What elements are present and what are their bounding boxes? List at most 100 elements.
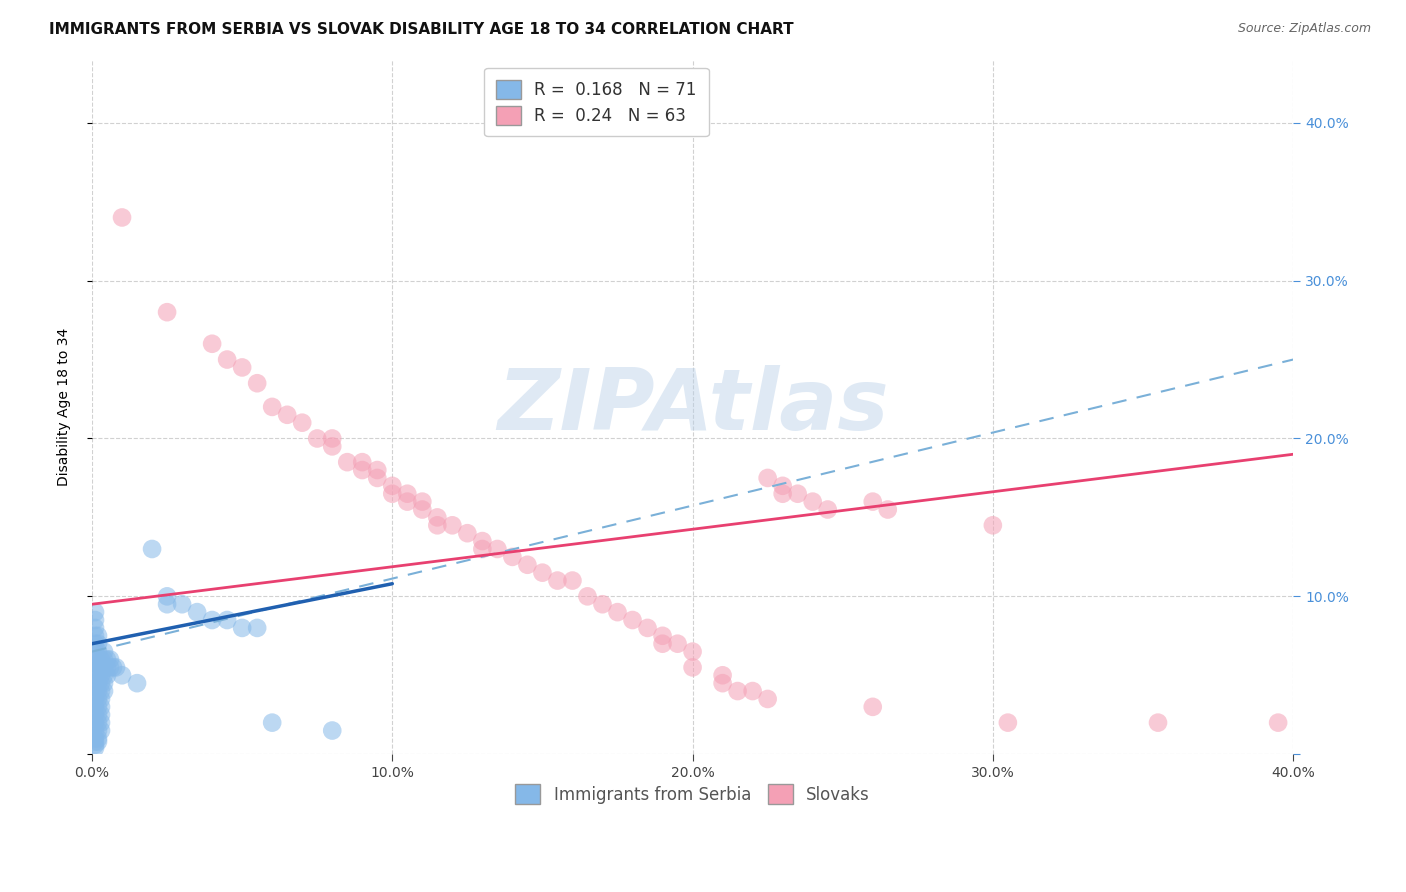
Point	[246, 621, 269, 635]
Text: Source: ZipAtlas.com: Source: ZipAtlas.com	[1237, 22, 1371, 36]
Point	[90, 660, 112, 674]
Point	[1147, 715, 1170, 730]
Point	[682, 644, 704, 658]
Point	[546, 574, 568, 588]
Point	[201, 336, 224, 351]
Point	[84, 707, 107, 722]
Point	[87, 723, 110, 738]
Point	[84, 644, 107, 658]
Point	[84, 629, 107, 643]
Point	[606, 605, 628, 619]
Point	[87, 707, 110, 722]
Point	[156, 305, 179, 319]
Point	[93, 668, 115, 682]
Point	[84, 715, 107, 730]
Point	[381, 487, 404, 501]
Point	[291, 416, 314, 430]
Point	[90, 723, 112, 738]
Point	[172, 597, 194, 611]
Point	[217, 613, 239, 627]
Point	[262, 400, 284, 414]
Point	[98, 660, 121, 674]
Point	[276, 408, 298, 422]
Point	[93, 644, 115, 658]
Point	[471, 534, 494, 549]
Point	[621, 613, 644, 627]
Point	[336, 455, 359, 469]
Point	[90, 699, 112, 714]
Point	[381, 479, 404, 493]
Point	[756, 471, 779, 485]
Point	[84, 684, 107, 698]
Point	[84, 738, 107, 752]
Point	[87, 715, 110, 730]
Point	[93, 660, 115, 674]
Point	[441, 518, 464, 533]
Point	[651, 637, 673, 651]
Point	[96, 660, 118, 674]
Point	[321, 723, 343, 738]
Point	[531, 566, 554, 580]
Point	[101, 660, 124, 674]
Point	[366, 463, 388, 477]
Point	[501, 549, 523, 564]
Point	[90, 707, 112, 722]
Point	[561, 574, 583, 588]
Point	[84, 621, 107, 635]
Point	[862, 699, 884, 714]
Point	[471, 541, 494, 556]
Text: IMMIGRANTS FROM SERBIA VS SLOVAK DISABILITY AGE 18 TO 34 CORRELATION CHART: IMMIGRANTS FROM SERBIA VS SLOVAK DISABIL…	[49, 22, 794, 37]
Point	[93, 652, 115, 666]
Point	[576, 590, 599, 604]
Point	[352, 455, 374, 469]
Point	[231, 621, 253, 635]
Point	[93, 676, 115, 690]
Point	[516, 558, 538, 572]
Point	[592, 597, 614, 611]
Point	[87, 668, 110, 682]
Point	[186, 605, 208, 619]
Point	[262, 715, 284, 730]
Point	[87, 692, 110, 706]
Point	[84, 637, 107, 651]
Point	[396, 494, 419, 508]
Point	[87, 684, 110, 698]
Point	[426, 510, 449, 524]
Point	[321, 439, 343, 453]
Point	[96, 652, 118, 666]
Point	[98, 652, 121, 666]
Point	[741, 684, 763, 698]
Point	[981, 518, 1004, 533]
Text: ZIPAtlas: ZIPAtlas	[496, 366, 889, 449]
Point	[217, 352, 239, 367]
Point	[84, 676, 107, 690]
Point	[84, 699, 107, 714]
Point	[141, 541, 163, 556]
Point	[156, 590, 179, 604]
Point	[87, 637, 110, 651]
Point	[87, 734, 110, 748]
Point	[727, 684, 749, 698]
Point	[366, 471, 388, 485]
Point	[90, 652, 112, 666]
Point	[90, 668, 112, 682]
Point	[84, 692, 107, 706]
Point	[862, 494, 884, 508]
Point	[87, 644, 110, 658]
Point	[87, 629, 110, 643]
Point	[307, 432, 329, 446]
Y-axis label: Disability Age 18 to 34: Disability Age 18 to 34	[58, 327, 72, 486]
Legend: Immigrants from Serbia, Slovaks: Immigrants from Serbia, Slovaks	[503, 772, 882, 815]
Point	[201, 613, 224, 627]
Point	[682, 660, 704, 674]
Point	[772, 487, 794, 501]
Point	[456, 526, 478, 541]
Point	[93, 684, 115, 698]
Point	[125, 676, 148, 690]
Point	[666, 637, 689, 651]
Point	[411, 494, 433, 508]
Point	[84, 740, 107, 755]
Point	[772, 479, 794, 493]
Point	[87, 652, 110, 666]
Point	[486, 541, 509, 556]
